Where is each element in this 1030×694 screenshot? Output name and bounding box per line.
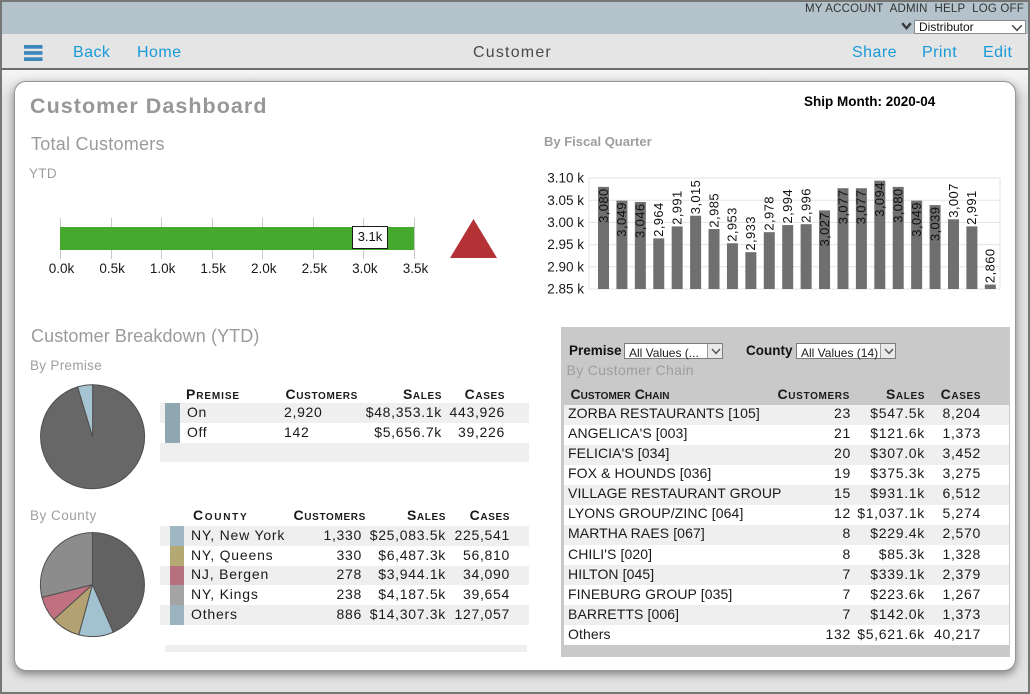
svg-text:3,077: 3,077 (835, 190, 850, 225)
svg-text:2,991: 2,991 (669, 190, 684, 225)
svg-text:3.10 k: 3.10 k (547, 171, 584, 186)
svg-text:2,991: 2,991 (964, 190, 979, 225)
svg-text:3.00 k: 3.00 k (547, 215, 584, 230)
svg-text:2,994: 2,994 (780, 189, 795, 224)
svg-text:2,985: 2,985 (706, 193, 721, 228)
svg-text:3,080: 3,080 (891, 188, 906, 223)
svg-text:3,049: 3,049 (614, 202, 629, 237)
svg-text:3,094: 3,094 (872, 182, 887, 217)
svg-text:3,007: 3,007 (946, 183, 961, 218)
svg-text:3,015: 3,015 (688, 180, 703, 215)
svg-text:2.95 k: 2.95 k (547, 237, 584, 252)
svg-text:3,046: 3,046 (633, 203, 648, 238)
svg-text:2.90 k: 2.90 k (547, 259, 584, 274)
svg-text:3,027: 3,027 (817, 212, 832, 247)
svg-text:3,077: 3,077 (854, 190, 869, 225)
svg-text:2,860: 2,860 (983, 249, 998, 284)
svg-text:2,953: 2,953 (725, 207, 740, 242)
svg-text:3.05 k: 3.05 k (547, 193, 584, 208)
svg-text:2,964: 2,964 (651, 202, 666, 237)
svg-text:2,978: 2,978 (762, 196, 777, 231)
svg-text:2.85 k: 2.85 k (547, 282, 584, 297)
svg-text:2,996: 2,996 (798, 188, 813, 223)
svg-text:3,049: 3,049 (909, 202, 924, 237)
svg-text:2,933: 2,933 (743, 216, 758, 251)
svg-text:3,039: 3,039 (927, 207, 942, 242)
svg-text:3,080: 3,080 (596, 188, 611, 223)
